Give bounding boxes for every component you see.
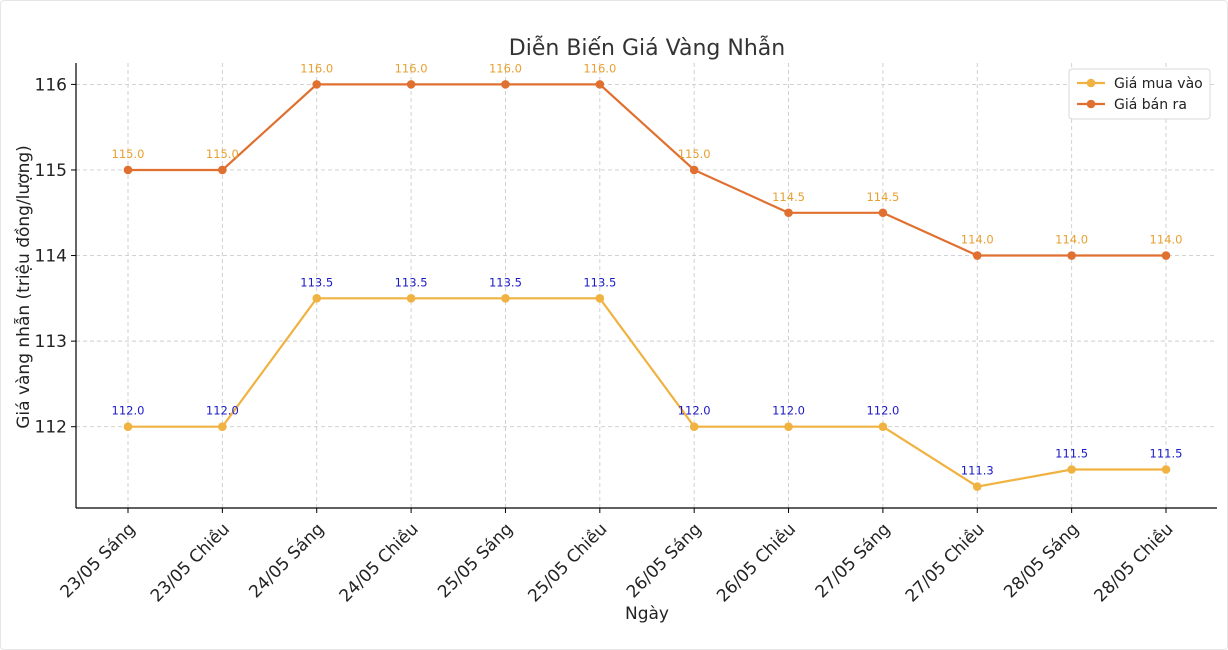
data-point xyxy=(1161,465,1171,474)
x-axis-title: Ngày xyxy=(625,604,669,624)
data-point xyxy=(1067,251,1076,260)
data-point xyxy=(878,422,888,432)
data-point xyxy=(1067,465,1076,474)
data-label: 113.5 xyxy=(300,275,333,289)
y-axis-ticks: 112 113 114 115 116 xyxy=(35,75,76,438)
y-tick-label: 115 xyxy=(35,161,67,181)
data-point xyxy=(784,422,793,432)
legend-box xyxy=(1068,68,1211,120)
data-label: 116.0 xyxy=(300,61,333,75)
x-tick-label: 27/05 Chiều xyxy=(901,519,989,607)
data-point xyxy=(972,251,982,260)
series-lines xyxy=(128,83,1166,488)
data-point xyxy=(878,208,888,218)
data-point xyxy=(689,422,699,432)
x-axis-ticks: 23/05 Sáng 23/05 Chiều 24/05 Sáng 24/05 Chi… xyxy=(57,508,1178,606)
y-axis-title: Giá vàng nhẫn (triệu đồng/lượng) xyxy=(13,145,34,429)
legend: Giá mua vào Giá bán ra xyxy=(1068,68,1211,120)
series-line xyxy=(128,297,1166,488)
data-label: 114.5 xyxy=(866,190,899,204)
data-label: 114.0 xyxy=(1055,233,1088,247)
data-label: 114.0 xyxy=(1150,233,1183,247)
series-line xyxy=(128,83,1166,257)
data-label: 113.5 xyxy=(395,275,428,289)
legend-swatch-marker xyxy=(1086,78,1096,88)
data-label: 114.5 xyxy=(772,190,805,204)
data-label: 111.3 xyxy=(961,464,994,478)
grid xyxy=(76,63,1217,508)
data-label: 116.0 xyxy=(489,61,522,75)
x-tick-label: 25/05 Sáng xyxy=(434,519,517,602)
x-tick-label: 23/05 Sáng xyxy=(57,519,140,602)
x-tick-label: 28/05 Sáng xyxy=(1000,519,1083,602)
x-tick-label: 26/05 Chiều xyxy=(712,519,800,607)
data-label: 115.0 xyxy=(206,147,239,161)
data-label: 112.0 xyxy=(206,404,239,418)
series-points xyxy=(123,80,1171,491)
y-tick-label: 112 xyxy=(35,418,67,438)
data-label: 112.0 xyxy=(112,404,145,418)
legend-swatch-marker xyxy=(1086,99,1096,109)
y-tick-label: 113 xyxy=(35,332,67,352)
x-tick-label: 27/05 Sáng xyxy=(812,519,895,602)
data-point xyxy=(123,422,133,432)
x-tick-label: 24/05 Chiều xyxy=(335,519,423,607)
chart-title: Diễn Biến Giá Vàng Nhẫn xyxy=(509,35,785,61)
data-labels: 112.0 112.0 113.5 113.5 113.5 113.5 112.0 112.0… xyxy=(112,61,1183,477)
data-point xyxy=(689,165,699,175)
data-point xyxy=(312,294,322,303)
data-point xyxy=(1161,251,1171,260)
data-label: 112.0 xyxy=(866,404,899,418)
y-tick-label: 116 xyxy=(35,75,67,95)
data-point xyxy=(406,80,416,89)
data-label: 115.0 xyxy=(678,147,711,161)
data-label: 115.0 xyxy=(112,147,145,161)
data-point xyxy=(784,208,793,218)
data-label: 114.0 xyxy=(961,233,994,247)
data-label: 116.0 xyxy=(583,61,616,75)
x-tick-label: 25/05 Chiều xyxy=(524,519,612,607)
data-label: 112.0 xyxy=(772,404,805,418)
data-point xyxy=(595,80,605,89)
data-label: 116.0 xyxy=(395,61,428,75)
data-point xyxy=(501,80,510,89)
x-tick-label: 26/05 Sáng xyxy=(623,519,706,602)
data-label: 113.5 xyxy=(489,275,522,289)
data-point xyxy=(123,165,133,175)
x-tick-label: 23/05 Chiều xyxy=(146,519,234,607)
x-tick-label: 24/05 Sáng xyxy=(245,519,328,602)
data-point xyxy=(595,294,605,303)
data-point xyxy=(501,294,510,303)
data-label: 111.5 xyxy=(1055,446,1088,460)
data-label: 112.0 xyxy=(678,404,711,418)
data-point xyxy=(218,422,227,432)
y-tick-label: 114 xyxy=(35,247,67,267)
x-tick-label: 28/05 Chiều xyxy=(1090,519,1178,607)
legend-label: Giá mua vào xyxy=(1114,76,1203,92)
data-label: 111.5 xyxy=(1150,446,1183,460)
data-point xyxy=(312,80,322,89)
axes xyxy=(75,63,1217,509)
data-label: 113.5 xyxy=(583,275,616,289)
data-point xyxy=(972,482,982,491)
data-point xyxy=(406,294,416,303)
legend-label: Giá bán ra xyxy=(1114,97,1187,113)
data-point xyxy=(218,165,227,175)
